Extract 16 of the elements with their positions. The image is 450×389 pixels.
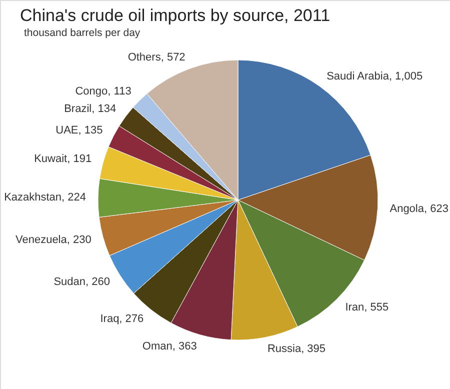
slice-label: UAE, 135 bbox=[56, 124, 103, 137]
slice-label: Russia, 395 bbox=[267, 343, 326, 356]
slice-label: Others, 572 bbox=[128, 51, 186, 64]
chart-title: China's crude oil imports by source, 2011 bbox=[20, 6, 330, 25]
slice-label: Congo, 113 bbox=[75, 86, 132, 98]
slice-label: Sudan, 260 bbox=[54, 276, 110, 288]
chart-subtitle: thousand barrels per day bbox=[24, 27, 141, 39]
slice-label: Saudi Arabia, 1,005 bbox=[326, 70, 423, 82]
slice-label: Kuwait, 191 bbox=[34, 153, 92, 166]
slice-label: Iraq, 276 bbox=[100, 313, 144, 326]
slice-label: Oman, 363 bbox=[142, 340, 197, 352]
slice-label: Brazil, 134 bbox=[64, 103, 116, 116]
slice-label: Venezuela, 230 bbox=[15, 234, 92, 246]
slice-label: Angola, 623 bbox=[390, 202, 448, 215]
slice-label: Iran, 555 bbox=[345, 302, 389, 314]
slice-label: Kazakhstan, 224 bbox=[4, 192, 86, 204]
